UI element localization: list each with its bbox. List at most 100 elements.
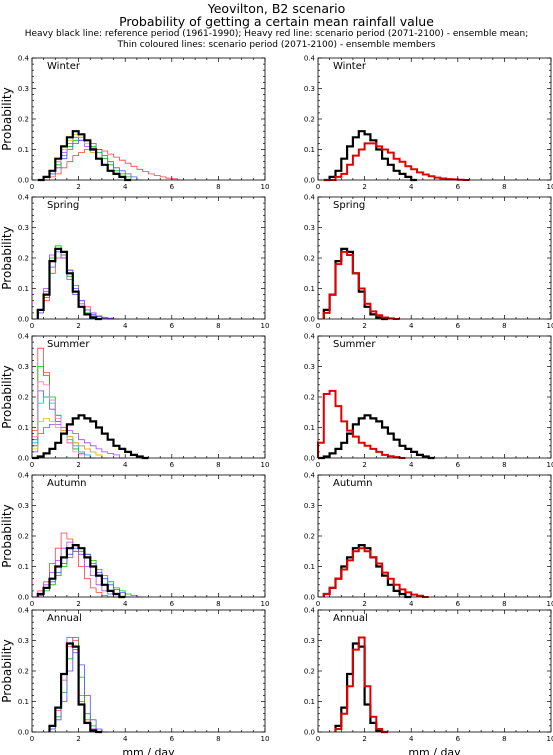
x-tick-label: 8 [502, 735, 506, 743]
x-tick-label: 0 [316, 461, 320, 469]
x-tick-label: 8 [216, 322, 220, 330]
x-tick-label: 4 [123, 600, 128, 608]
y-tick-label: 0.0 [304, 729, 315, 737]
y-tick-label: 0.4 [304, 333, 316, 341]
y-tick-label: 0.0 [304, 316, 315, 324]
y-tick-label: 0.3 [304, 85, 315, 93]
series-member-2 [31, 366, 91, 459]
panel-autumn-right: 0 2 4 6 8 10 0.0 0.1 0.2 0.3 0.4 Autumn [304, 472, 553, 609]
y-axis-label: Probability [0, 226, 14, 289]
y-tick-label: 0.4 [304, 194, 316, 202]
y-tick-label: 0.1 [18, 146, 29, 154]
panel-title: Autumn [333, 478, 373, 489]
y-tick-label: 0.0 [304, 594, 315, 602]
legend-note-thin-lines: Thin coloured lines: scenario period (20… [117, 40, 436, 50]
x-tick-label: 10 [547, 322, 553, 330]
y-tick-label: 0.2 [304, 394, 315, 402]
y-tick-label: 0.1 [18, 424, 29, 432]
plot-frame [317, 474, 552, 598]
y-tick-label: 0.1 [304, 424, 315, 432]
x-tick-label: 4 [409, 600, 414, 608]
panel-title: Spring [333, 200, 365, 211]
y-tick-label: 0.4 [18, 55, 30, 63]
y-tick-label: 0.3 [304, 502, 315, 510]
x-tick-label: 0 [30, 600, 34, 608]
panel-title: Summer [333, 339, 376, 350]
x-tick-label: 10 [261, 183, 270, 191]
y-tick-label: 0.1 [18, 285, 29, 293]
chart-title: Probability of getting a certain mean ra… [119, 14, 434, 29]
x-tick-label: 6 [456, 600, 461, 608]
x-tick-label: 2 [362, 183, 366, 191]
x-tick-label: 6 [170, 461, 175, 469]
y-tick-label: 0.2 [18, 116, 29, 124]
series-member-7 [31, 381, 91, 459]
y-tick-label: 0.1 [18, 563, 29, 571]
y-tick-label: 0.1 [304, 146, 315, 154]
x-tick-label: 10 [261, 600, 270, 608]
y-axis-label: Probability [0, 639, 14, 702]
x-tick-label: 6 [170, 322, 175, 330]
series-reference-0 [37, 130, 131, 182]
x-tick-label: 8 [216, 183, 220, 191]
x-tick-label: 6 [456, 735, 461, 743]
y-tick-label: 0.2 [18, 394, 29, 402]
x-tick-label: 8 [502, 322, 506, 330]
x-tick-label: 8 [502, 600, 506, 608]
series-member-1 [37, 147, 184, 181]
panel-title: Winter [47, 61, 81, 72]
x-tick-label: 10 [547, 183, 553, 191]
series-scenario-mean-1 [323, 142, 470, 181]
x-tick-label: 8 [216, 600, 220, 608]
y-tick-label: 0.2 [304, 668, 315, 676]
x-tick-label: 6 [456, 183, 461, 191]
panel-annual-right: 0 2 4 6 8 10 0.0 0.1 0.2 0.3 0.4 Annual mm / day [304, 607, 553, 755]
x-tick-label: 0 [316, 600, 320, 608]
panel-summer-right: 0 2 4 6 8 10 0.0 0.1 0.2 0.3 0.4 Summer [304, 333, 553, 470]
x-tick-label: 0 [316, 735, 320, 743]
series-member-1 [49, 640, 102, 733]
x-tick-label: 10 [261, 735, 270, 743]
y-tick-label: 0.0 [304, 455, 315, 463]
x-tick-label: 8 [216, 735, 220, 743]
series-member-2 [49, 637, 102, 733]
y-tick-label: 0.2 [18, 255, 29, 263]
y-tick-label: 0.0 [18, 316, 29, 324]
x-tick-label: 6 [170, 735, 175, 743]
x-tick-label: 0 [316, 183, 320, 191]
x-tick-label: 2 [76, 183, 80, 191]
y-tick-label: 0.3 [18, 637, 29, 645]
y-tick-label: 0.0 [18, 594, 29, 602]
y-tick-label: 0.4 [304, 607, 316, 615]
x-tick-label: 0 [316, 322, 320, 330]
x-tick-label: 10 [547, 461, 553, 469]
panel-annual-left: 0 2 4 6 8 10 0.0 0.1 0.2 0.3 0.4 Annual Probability m… [0, 607, 269, 755]
series-reference-0 [36, 544, 126, 599]
y-tick-label: 0.3 [304, 363, 315, 371]
y-tick-label: 0.4 [304, 472, 316, 480]
chart-title-location: Yeovilton, B2 scenario [207, 1, 346, 16]
x-tick-label: 4 [123, 322, 128, 330]
y-tick-label: 0.3 [304, 637, 315, 645]
y-tick-label: 0.0 [18, 177, 29, 185]
series-reference-0 [323, 130, 417, 182]
y-axis-label: Probability [0, 504, 14, 567]
x-tick-label: 2 [76, 322, 80, 330]
series-reference-0 [322, 247, 388, 321]
panel-title: Summer [47, 339, 90, 350]
x-tick-label: 8 [502, 183, 506, 191]
x-tick-label: 0 [30, 461, 34, 469]
panel-title: Winter [333, 61, 367, 72]
y-tick-label: 0.2 [304, 255, 315, 263]
x-tick-label: 2 [362, 735, 366, 743]
y-tick-label: 0.1 [304, 285, 315, 293]
x-tick-label: 4 [123, 461, 128, 469]
x-tick-label: 6 [456, 461, 461, 469]
panel-winter-left: 0 2 4 6 8 10 0.0 0.1 0.2 0.3 0.4 Winter Probability [0, 55, 269, 192]
x-tick-label: 4 [123, 735, 128, 743]
y-tick-label: 0.0 [304, 177, 315, 185]
y-tick-label: 0.1 [304, 563, 315, 571]
y-tick-label: 0.3 [304, 224, 315, 232]
x-tick-label: 2 [76, 461, 80, 469]
